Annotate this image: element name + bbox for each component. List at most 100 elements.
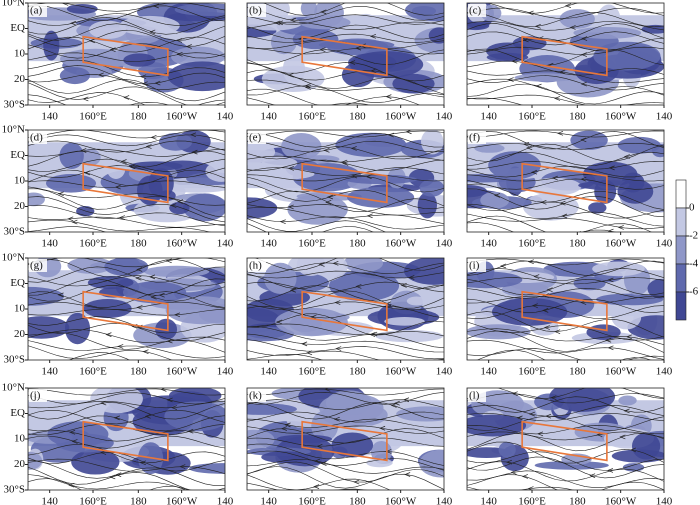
streamline [247,223,375,232]
stream-arrow [580,137,587,143]
streamline [467,305,664,320]
stream-arrow [617,225,624,230]
streamline [467,23,664,42]
stream-arrow [351,173,358,179]
colorbar-segment [675,179,687,209]
shade-blob [588,202,607,214]
lat-label: EQ [10,149,25,161]
panel-label-bg [29,259,47,272]
lon-label: 180 [569,111,586,123]
streamline [247,218,387,232]
lon-label: 180 [349,366,366,378]
stream-arrow [191,149,198,155]
lon-label: 160°W [385,111,417,123]
streamline [247,49,444,65]
panel-label: (h) [249,260,262,272]
shade-blob [582,161,638,187]
shade-blob [282,54,306,85]
streamline [28,94,170,105]
shade-blob [122,281,187,304]
streamline [247,215,444,230]
streamline [247,182,444,210]
lon-label: 160°E [518,238,546,250]
stream-arrow [319,47,326,53]
colorbar-segment [675,235,687,265]
stream-arrow [511,58,518,64]
streamline [28,392,225,405]
lon-label: 140 [260,111,277,123]
streamline [28,43,225,59]
lon-label: 140 [260,496,277,505]
stream-arrow [387,132,394,138]
streamline [467,425,664,435]
stream-arrow [301,341,308,347]
stream-arrow [313,484,320,489]
stream-arrow [150,134,157,140]
stream-arrow [118,215,125,220]
region-box [521,35,608,77]
stream-arrow [139,460,146,466]
shade-blob [43,30,60,61]
shade-blob [467,324,531,340]
stream-arrow [380,231,381,232]
stream-arrow [527,259,534,265]
stream-arrow [370,68,377,74]
stream-arrow [306,350,313,356]
lon-label: 140 [656,366,673,378]
shade-blob [264,262,297,294]
lon-label: 160°E [79,496,107,505]
stream-arrow [355,284,362,289]
stream-arrow [365,174,372,180]
streamline [467,388,664,399]
lon-label: 160°E [79,111,107,123]
streamline [467,295,664,304]
shade-blob [60,48,132,70]
stream-arrow [353,479,360,485]
stream-arrow [623,408,630,414]
streamline [247,14,444,25]
streamline [28,258,225,268]
streamline [28,82,225,105]
streamline [467,456,664,479]
lat-label: 30°S [3,354,25,366]
shade-blob [247,197,278,219]
stream-arrow [158,292,165,298]
map-panel [467,388,664,490]
streamline [28,388,225,396]
stream-arrow [189,132,197,138]
shade-blob [287,194,348,225]
stream-arrow [342,161,349,166]
shade-blob [300,3,318,18]
colorbar-segment [675,263,687,293]
streamline [247,290,444,309]
stream-arrow [554,329,561,334]
stream-arrow [179,464,186,469]
shade-blob [174,3,225,16]
shade-blob [341,62,375,88]
streamline [467,151,664,167]
shade-blob [331,432,374,458]
stream-arrow [408,275,415,280]
streamline [247,437,444,447]
streamline [247,333,444,353]
lon-label: 160°W [166,366,198,378]
lon-label: 140 [436,238,453,250]
streamline [467,20,664,31]
streamline [247,305,444,319]
streamline [28,259,225,278]
shade-blob [419,179,444,197]
stream-arrow [405,130,412,135]
streamline [28,169,225,186]
lon-label: 140 [480,496,497,505]
panel-label: (i) [469,260,480,272]
colorbar-segment [675,291,687,321]
streamline [247,85,444,104]
stream-arrow [109,47,116,53]
stream-arrow [100,400,107,406]
stream-arrow [97,72,104,78]
shade-blob [281,132,322,160]
shade-blob [480,191,510,209]
streamline [467,222,617,232]
stream-arrow [154,80,161,86]
streamline [467,278,664,296]
